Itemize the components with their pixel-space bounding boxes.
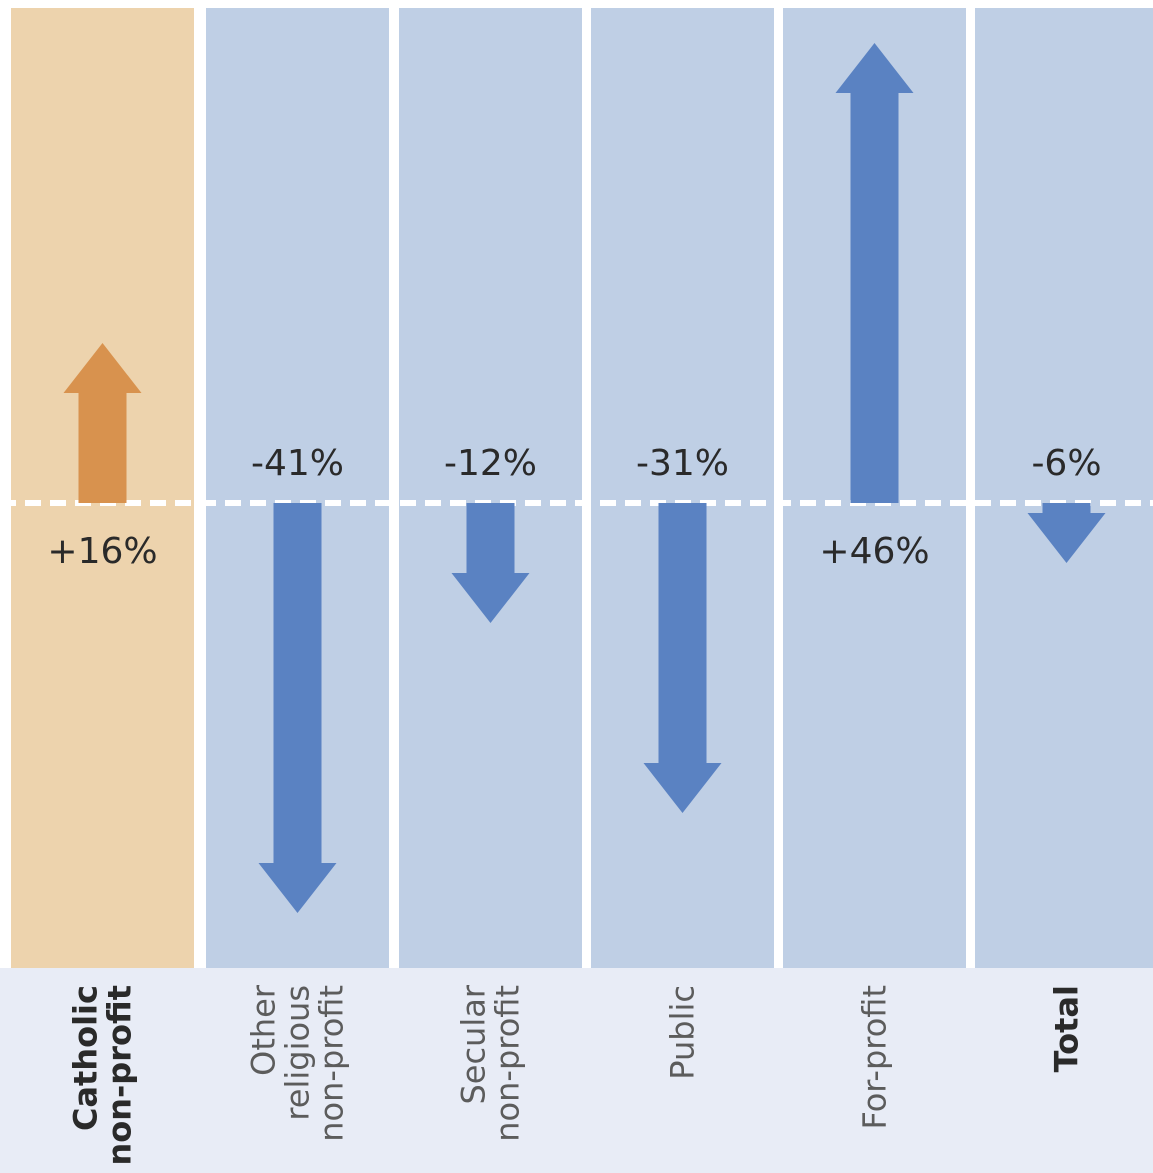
arrow-down-mark bbox=[258, 503, 337, 913]
data-label: +16% bbox=[47, 531, 157, 572]
arrow-down-mark bbox=[643, 503, 722, 813]
category-label: Otherreligiousnon-profit bbox=[245, 984, 351, 1142]
category-label-line: Other bbox=[245, 984, 283, 1076]
data-label: -41% bbox=[251, 443, 344, 484]
data-label: +46% bbox=[819, 531, 929, 572]
category-label: For-profit bbox=[856, 985, 894, 1130]
category-group bbox=[399, 8, 582, 968]
category-label: Public bbox=[664, 985, 702, 1080]
category-column bbox=[399, 8, 582, 968]
category-label: Secularnon-profit bbox=[455, 984, 527, 1142]
category-label-band bbox=[0, 968, 1153, 1173]
category-group bbox=[591, 8, 774, 968]
category-label-line: For-profit bbox=[856, 985, 894, 1130]
category-label-line: non-profit bbox=[313, 985, 351, 1142]
category-label-line: Total bbox=[1048, 985, 1086, 1072]
arrow-down-mark bbox=[1027, 503, 1106, 563]
data-label: -12% bbox=[444, 443, 537, 484]
category-label-line: Secular bbox=[455, 984, 493, 1104]
data-label: -6% bbox=[1031, 443, 1101, 484]
category-label-line: religious bbox=[279, 985, 317, 1121]
category-label-line: non-profit bbox=[101, 985, 139, 1166]
category-label: Catholicnon-profit bbox=[67, 985, 139, 1166]
data-label: -31% bbox=[636, 443, 729, 484]
category-label-line: Public bbox=[664, 985, 702, 1080]
category-column bbox=[591, 8, 774, 968]
category-label-line: Catholic bbox=[67, 985, 105, 1131]
category-group bbox=[975, 8, 1153, 968]
arrow-down-mark bbox=[451, 503, 530, 623]
category-column bbox=[975, 8, 1153, 968]
arrow-up-mark bbox=[63, 343, 142, 503]
category-label: Total bbox=[1048, 985, 1086, 1072]
category-label-line: non-profit bbox=[489, 985, 527, 1142]
arrow-up-mark bbox=[835, 43, 914, 503]
